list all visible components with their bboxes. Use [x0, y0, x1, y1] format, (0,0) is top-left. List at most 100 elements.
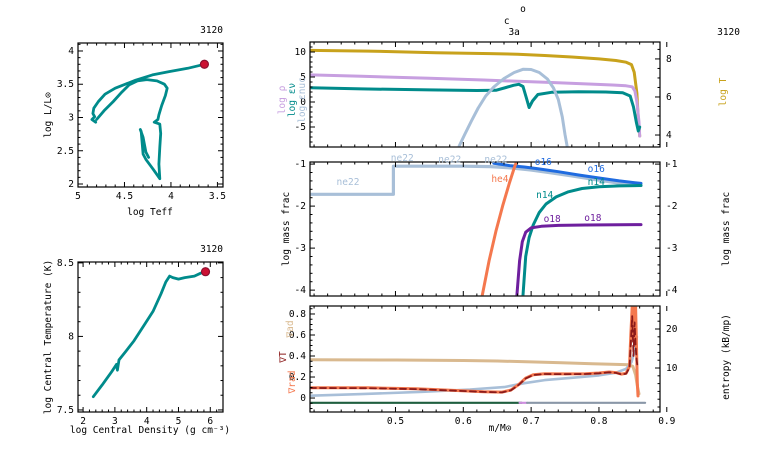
panel-hr_diagram: 5 4.5 4 3.5 2 2.5 3 3.5 4: [57, 42, 226, 202]
x-tick-label: 4: [168, 191, 174, 202]
panel-tc_rhoc: 2 3 4 5 6 7.5 8 8.5: [57, 258, 224, 427]
isotope-label-he4: he4: [491, 174, 508, 185]
x-tick-label: 0.9: [658, 416, 675, 427]
y-tick-label: 8.5: [57, 258, 74, 269]
tc-rhoc-model-number: 3120: [200, 244, 223, 255]
log-eps-nuc-line: [457, 67, 569, 147]
isotope-label-ne22: ne22: [438, 154, 461, 165]
isotope-label-ne22: ne22: [484, 154, 507, 165]
y-tick-label: 4: [68, 46, 74, 57]
isotope-label-ne22: ne22: [391, 153, 414, 164]
x-tick-label: 4.5: [116, 191, 133, 202]
y-tick-label: 0.8: [289, 309, 306, 320]
y-tick-label: -1: [295, 159, 307, 170]
current-model-point: [200, 267, 211, 277]
y-tick-label: -2: [295, 201, 306, 212]
y-tick-label-right: -4: [666, 285, 678, 296]
x-tick-label: 4: [144, 416, 150, 427]
x-tick-label: 3: [112, 416, 118, 427]
current-model-point: [199, 59, 210, 69]
y-tick-label: 0: [300, 393, 306, 404]
isotope-label-o18: o18: [584, 213, 601, 224]
y-tick-label-right: -1: [666, 159, 678, 170]
tc-rhoc-track-line: [91, 270, 207, 399]
right-tick-label: 8: [666, 54, 672, 65]
y-tick-label: 0.6: [289, 330, 306, 341]
right-tick-label: 4: [666, 130, 672, 141]
y-tick-label-right: -3: [666, 243, 677, 254]
y-tick-label: 5: [300, 72, 306, 83]
y-tick-label: 10: [295, 47, 307, 58]
grad-rad-axis-label: ∇rad: [287, 370, 298, 394]
burning-label-o: o: [520, 4, 526, 15]
grad-ad-line: [310, 358, 641, 396]
x-tick-label: 2: [80, 416, 86, 427]
hr-x-axis-label: log Teff: [127, 207, 173, 218]
y-tick-label: 7.5: [57, 405, 74, 416]
axes-frame: [309, 41, 661, 148]
isotope-label-ne22: ne22: [337, 177, 360, 188]
mass-frac-right-axis-label: log mass frac: [721, 191, 732, 267]
right-tick-label: 20: [666, 324, 678, 335]
log-eps-nuc-axis-label: log εnuc: [297, 77, 308, 123]
y-tick-label: 3: [68, 112, 74, 123]
x-tick-label: 6: [207, 416, 213, 427]
y-tick-label: 2.5: [57, 146, 74, 157]
burning-label-3a: 3a: [508, 27, 519, 38]
burning-label-c: c: [504, 16, 510, 27]
he4-line: [480, 162, 518, 296]
isotope-label-o18: o18: [544, 214, 561, 225]
axes-frame: [77, 261, 224, 413]
mass-x-axis-label: m/M⊙: [488, 423, 512, 434]
grad-T-line: [310, 315, 639, 394]
profiles-model-number: 3120: [717, 27, 740, 38]
hr-model-number: 3120: [200, 25, 223, 36]
y-tick-label: 2: [68, 179, 74, 190]
log-rho-line: [310, 73, 642, 138]
x-tick-label: 5: [176, 416, 182, 427]
y-tick-label: 3.5: [57, 79, 74, 90]
x-tick-label: 0.5: [387, 416, 404, 427]
isotope-label-n14: n14: [536, 190, 553, 201]
hr-y-axis-label: log L/L⊙: [43, 92, 54, 138]
mass-frac-left-axis-label: log mass frac: [281, 191, 292, 267]
ne22-line: [310, 164, 643, 196]
panel-profile_gradients: 0.5 0.6 0.7 0.8 0.9 0.8 0.6 0.4 0.2 0 20 10: [289, 305, 678, 427]
hr-track-main-line: [90, 62, 206, 124]
y-tick-label: 0.4: [289, 351, 306, 362]
isotope-label-o16: o16: [588, 164, 605, 175]
axes-frame: [77, 42, 224, 188]
panel-profile_abundances: -1 -2 -3 -4 -1 -2 -3 -4 ne22 ne22 ne22 ne22 he4 o16 o1…: [295, 153, 678, 297]
y-tick-label: -3: [295, 243, 306, 254]
y-tick-label-right: -2: [666, 201, 677, 212]
log-T-line: [310, 48, 642, 138]
isotope-label-o16: o16: [535, 157, 552, 168]
n14-line: [521, 184, 643, 296]
y-tick-label: -4: [295, 285, 307, 296]
axes-frame: [309, 161, 661, 297]
entropy-axis-label: entropy (kB/mp): [721, 314, 732, 400]
right-tick-label: 10: [666, 363, 678, 374]
axes-frame: [309, 305, 661, 413]
o18-line: [515, 223, 643, 296]
x-tick-label: 5: [75, 191, 81, 202]
tc-rhoc-x-axis-label: log Central Density (g cm⁻³): [69, 425, 231, 436]
isotope-label-n14: n14: [588, 177, 605, 188]
hr-track-loops-line: [95, 78, 169, 181]
y-tick-label: 0.2: [289, 372, 306, 383]
x-tick-label: 3.5: [209, 191, 226, 202]
y-tick-label: -5: [295, 122, 306, 133]
log-T-axis-label: log T: [718, 77, 729, 107]
right-tick-label: 6: [666, 92, 672, 103]
y-tick-label: 8: [68, 331, 74, 342]
grad-rad-line: [310, 306, 640, 398]
log-eps-nu-line: [310, 82, 642, 133]
y-tick-label: 0: [300, 97, 306, 108]
x-tick-label: 0.8: [590, 416, 607, 427]
x-tick-label: 0.6: [455, 416, 472, 427]
x-tick-label: 0.7: [523, 416, 540, 427]
tc-rhoc-y-axis-label: log Central Temperature (K): [43, 259, 54, 415]
